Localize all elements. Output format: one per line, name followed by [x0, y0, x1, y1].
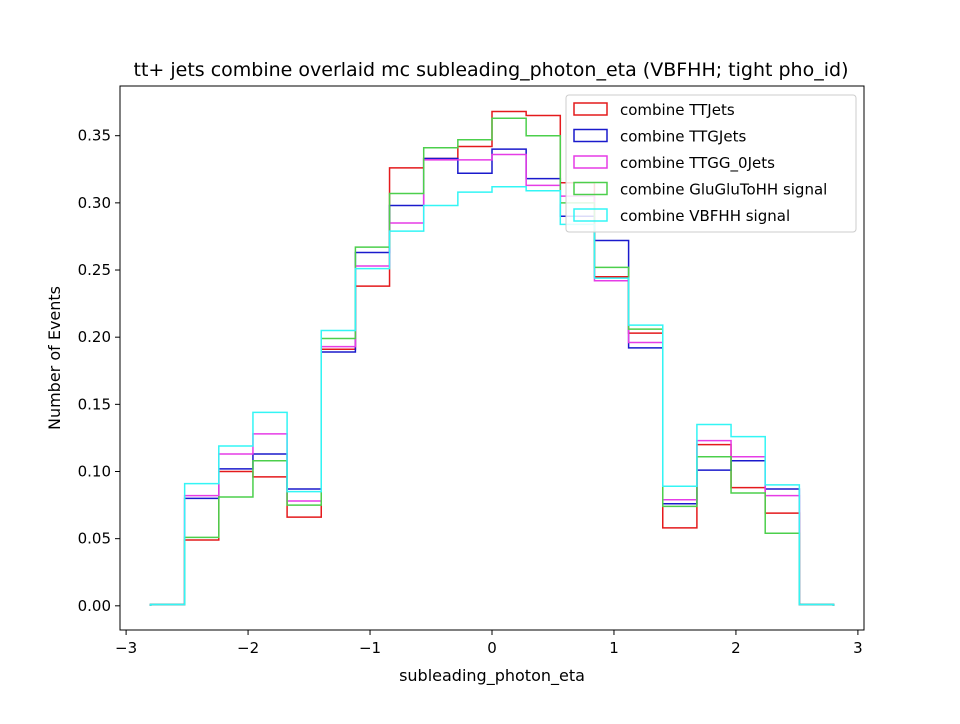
- legend-swatch: [573, 128, 608, 143]
- legend-entry-label: combine VBFHH signal: [620, 207, 790, 225]
- x-axis-label: subleading_photon_eta: [399, 666, 585, 686]
- y-tick-label: 0.35: [78, 127, 111, 145]
- y-tick-label: 0.00: [78, 597, 111, 615]
- legend-swatch: [573, 102, 608, 116]
- legend-entry-label: combine TTGG_0Jets: [620, 154, 775, 173]
- chart-title: tt+ jets combine overlaid mc subleading_…: [134, 59, 849, 81]
- legend-swatch: [573, 208, 608, 222]
- series-4-histogram: [149, 117, 835, 606]
- y-tick-label: 0.20: [78, 328, 111, 346]
- x-tick-label: −3: [115, 639, 137, 657]
- y-tick-label: 0.10: [78, 463, 111, 481]
- legend: combine TTJets combine TTGJets combine TTG…: [565, 94, 857, 233]
- y-axis-label: Number of Events: [45, 286, 64, 430]
- x-tick-label: 1: [609, 639, 619, 657]
- legend-entry-label: combine GluGluToHH signal: [620, 181, 827, 199]
- legend-box: [565, 94, 857, 233]
- legend-swatch: [573, 155, 608, 169]
- x-tick-label: 3: [853, 639, 863, 657]
- x-tick-label: 2: [731, 639, 741, 657]
- series-5-histogram: [149, 185, 835, 606]
- legend-entry-label: combine TTGJets: [620, 128, 746, 146]
- x-tick-label: −1: [359, 639, 381, 657]
- y-tick-label: 0.25: [78, 261, 111, 279]
- y-tick-label: 0.15: [78, 395, 111, 413]
- x-tick-label: −2: [237, 639, 259, 657]
- y-tick-label: 0.30: [78, 194, 111, 212]
- x-tick-label: 0: [487, 639, 497, 657]
- legend-entry-label: combine TTJets: [620, 101, 735, 119]
- legend-swatch: [573, 181, 608, 196]
- y-tick-label: 0.05: [78, 530, 111, 548]
